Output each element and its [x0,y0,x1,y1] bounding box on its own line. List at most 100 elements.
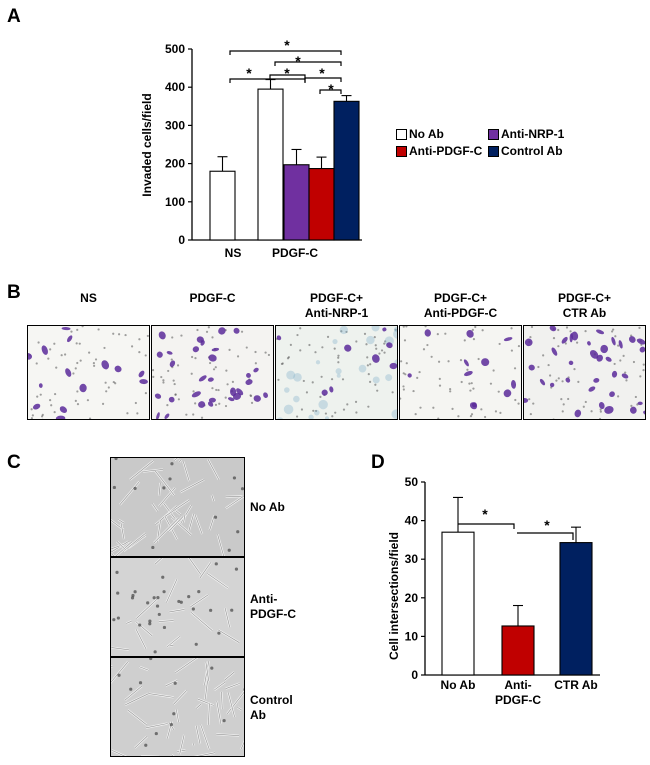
debris [391,409,397,419]
pore [412,389,415,393]
stained-cell [643,410,645,416]
cell-dot [144,743,148,747]
legend-swatch-anti-nrp1 [488,129,499,140]
stained-cell [207,377,214,382]
tube-edge [240,741,244,750]
cell-dot [131,593,135,598]
pore [416,376,419,379]
tube-edge [208,703,210,725]
pore [134,401,137,405]
stained-cell [549,382,555,388]
panel-a-ylabel: Invaded cells/field [140,93,154,196]
stained-cell [464,371,473,377]
pore [337,361,340,364]
stained-cell [528,364,535,371]
panel-d-xticks: No Ab Anti-PDGF-C CTR Ab [441,678,598,707]
y-tick-label: 40 [405,514,419,528]
debris [293,373,302,382]
stained-cell [211,347,220,352]
pore [402,385,405,388]
tube-edge [127,709,147,726]
pore [569,330,572,333]
pore [152,375,155,378]
pore [167,369,170,373]
y-tick-label: 400 [165,80,185,94]
pore [337,354,340,357]
debris [371,326,380,332]
cell-dot [129,687,133,691]
y-tick-label: 200 [165,157,185,171]
stained-cell [636,338,645,345]
pore [584,400,587,404]
cell-dot [161,575,165,579]
tube-edge [135,629,147,649]
stained-cell [208,397,216,403]
stained-cell [192,346,200,353]
stained-cell [568,360,574,366]
panel-letter-c: C [7,452,21,473]
pore [86,399,90,402]
panel-b-title-1: NS [27,291,150,306]
pore [76,361,79,365]
y-tick-label: 0 [411,668,418,682]
pore [37,341,40,344]
stained-cell [637,401,643,406]
pore [225,369,228,372]
pore [426,343,429,347]
pore [101,402,105,405]
stained-cell [524,338,533,347]
pore [308,343,311,347]
stained-cell [28,352,33,360]
debris [314,409,320,416]
micrograph-pdgfc [151,325,274,420]
stained-cell [549,326,557,332]
pore [394,328,397,331]
pore [555,379,558,382]
tube-edge [199,562,212,579]
pore [366,364,369,367]
pore [75,342,78,345]
pore [190,372,193,375]
cell-dot [154,731,158,736]
tube-edge [169,644,174,647]
stained-cell [139,379,148,385]
pore [112,332,115,335]
cell-dot [112,485,116,490]
bar [283,164,310,241]
tube-edge [165,499,190,517]
x-tick-label: Anti- [504,678,531,692]
panel-a-legend: No Ab Anti-NRP-1 Anti-PDGF-C Control Ab [396,127,596,161]
cell-dot [210,666,214,670]
tube-edge [145,723,168,729]
pore [200,416,204,419]
pore [400,397,402,400]
panel-letter-d: D [371,452,385,473]
pore [517,344,521,348]
cell-dot [170,462,174,466]
pore [76,328,79,331]
stained-cell [168,396,175,403]
stained-cell [382,327,387,332]
stained-cell [561,336,568,344]
stained-cell [621,373,629,379]
sig-star-a2: * [284,37,290,53]
tube-edge [237,707,242,711]
cell-dot [232,476,237,480]
panel-d-chart: 0 10 20 30 40 50 * * Cell intersections/field… [387,475,600,707]
pore [573,367,576,371]
stained-cell [65,368,72,377]
pore [214,403,218,406]
pore [565,326,569,329]
tube-label-no-ab-line1: No Ab [250,500,285,514]
pore [460,380,463,384]
pore [74,399,77,403]
pore [451,407,454,410]
tube-edge [196,703,202,709]
stained-cell [61,326,71,331]
pore [321,346,324,349]
pore [437,360,441,363]
cell-dot [162,625,167,630]
pore [217,388,220,392]
cell-dot [209,608,213,612]
stained-cell [253,395,261,402]
